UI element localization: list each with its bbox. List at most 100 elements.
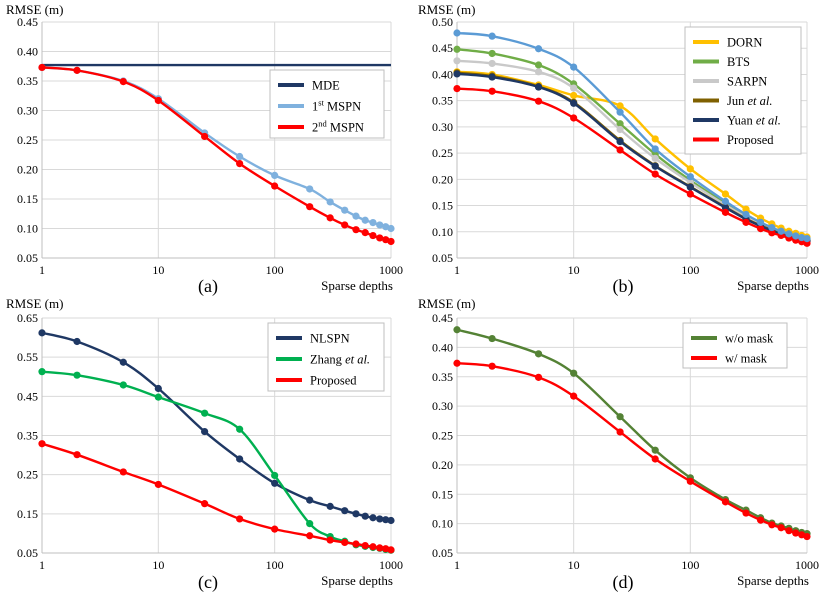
x-tick-label: 1000 bbox=[379, 263, 403, 277]
panel-d-chart: 0.05 0.10 0.15 0.20 0.25 0.30 0.35 0.40 0.45 1 10 1… bbox=[418, 296, 819, 593]
y-tick-label: 0.35 bbox=[432, 94, 453, 108]
data-point bbox=[38, 440, 46, 448]
data-point bbox=[352, 540, 360, 548]
data-point bbox=[768, 223, 776, 232]
y-tick-label: 0.10 bbox=[432, 225, 453, 239]
data-point bbox=[777, 524, 785, 532]
data-point bbox=[616, 137, 624, 146]
data-point bbox=[570, 63, 578, 71]
data-point bbox=[119, 381, 127, 389]
x-axis-label: Sparse depths bbox=[321, 278, 393, 293]
legend-label: DORN bbox=[727, 36, 762, 50]
legend-label-italic: et al. bbox=[748, 94, 773, 108]
panel-a-chart: 0.05 0.10 0.15 0.20 0.25 0.30 0.35 0.40 0.45 1 10 1… bbox=[6, 2, 403, 297]
data-point bbox=[38, 329, 46, 337]
data-point bbox=[792, 232, 800, 240]
data-point bbox=[236, 425, 244, 433]
legend-item: DORN bbox=[693, 36, 762, 50]
legend-label: 2nd MSPN bbox=[312, 119, 364, 135]
y-tick-label: 0.25 bbox=[17, 133, 38, 147]
y-tick-label: 0.35 bbox=[17, 74, 38, 88]
data-point bbox=[361, 216, 369, 224]
legend: w/o mask w/ mask bbox=[682, 322, 788, 369]
data-point bbox=[534, 350, 543, 358]
y-tick-label: 0.40 bbox=[432, 340, 453, 354]
y-tick-label: 0.55 bbox=[17, 350, 38, 364]
data-point bbox=[369, 219, 377, 227]
data-point bbox=[742, 210, 750, 219]
legend: NLSPN Zhang et al. Proposed bbox=[267, 322, 385, 392]
data-point bbox=[488, 73, 496, 81]
data-point bbox=[361, 541, 369, 550]
legend-item: NLSPN bbox=[276, 332, 350, 346]
data-point bbox=[686, 190, 694, 198]
y-tick-label: 0.35 bbox=[432, 370, 453, 384]
y-tick-label: 0.05 bbox=[432, 546, 453, 560]
series-w-mask bbox=[453, 359, 811, 541]
legend-item: SARPN bbox=[693, 75, 767, 89]
data-point bbox=[651, 135, 659, 143]
data-point bbox=[306, 532, 314, 540]
data-point bbox=[306, 185, 314, 193]
series-line bbox=[41, 442, 392, 552]
y-tick-label: 0.05 bbox=[432, 251, 453, 265]
data-point bbox=[686, 477, 694, 485]
data-point bbox=[616, 428, 624, 436]
data-point bbox=[326, 214, 334, 222]
data-point bbox=[570, 99, 578, 107]
x-tick-label: 1 bbox=[39, 558, 45, 572]
data-point bbox=[488, 32, 496, 40]
data-point bbox=[341, 507, 349, 515]
x-tick-label: 10 bbox=[152, 558, 164, 572]
y-tick-label: 0.10 bbox=[17, 222, 38, 236]
series-2nd-mspn bbox=[38, 63, 395, 246]
data-point bbox=[271, 471, 279, 480]
x-tick-label: 10 bbox=[152, 263, 164, 277]
legend-label-superscript: st bbox=[318, 98, 324, 108]
legend-item: 2nd MSPN bbox=[278, 119, 364, 135]
panel-label: (b) bbox=[613, 276, 634, 297]
data-point bbox=[236, 160, 244, 168]
data-point bbox=[651, 446, 659, 454]
series-nlspn bbox=[38, 329, 395, 525]
data-point bbox=[352, 226, 360, 234]
data-point bbox=[651, 455, 659, 463]
y-tick-label: 0.25 bbox=[17, 468, 38, 482]
y-tick-label: 0.45 bbox=[17, 389, 38, 403]
data-point bbox=[236, 515, 244, 523]
data-point bbox=[306, 520, 314, 528]
data-point bbox=[271, 525, 279, 533]
y-tick-label: 0.30 bbox=[432, 120, 453, 134]
data-point bbox=[369, 514, 377, 522]
data-point bbox=[616, 146, 624, 154]
data-point bbox=[570, 369, 578, 377]
data-point bbox=[570, 392, 578, 400]
data-point bbox=[376, 544, 384, 552]
x-tick-label: 10 bbox=[568, 263, 580, 277]
legend-item: MDE bbox=[278, 79, 340, 93]
data-point bbox=[742, 509, 750, 517]
legend-item: Proposed bbox=[693, 133, 774, 147]
y-tick-label: 0.40 bbox=[17, 45, 38, 59]
y-tick-label: 0.35 bbox=[17, 429, 38, 443]
y-tick-label: 0.45 bbox=[17, 15, 38, 29]
data-point bbox=[453, 70, 461, 78]
data-point bbox=[73, 451, 81, 459]
data-point bbox=[686, 183, 694, 191]
y-tick-label: 0.45 bbox=[432, 41, 453, 55]
data-point bbox=[453, 359, 461, 367]
data-point bbox=[756, 225, 765, 233]
x-tick-label: 1 bbox=[39, 263, 45, 277]
data-point bbox=[534, 45, 543, 53]
data-point bbox=[271, 182, 279, 190]
data-point bbox=[387, 237, 395, 246]
data-point bbox=[488, 49, 496, 58]
data-point bbox=[570, 84, 578, 92]
y-tick-label: 0.15 bbox=[17, 507, 38, 521]
data-point bbox=[119, 468, 127, 476]
data-point bbox=[686, 173, 694, 181]
data-point bbox=[616, 120, 624, 128]
x-tick-label: 10 bbox=[568, 558, 580, 572]
